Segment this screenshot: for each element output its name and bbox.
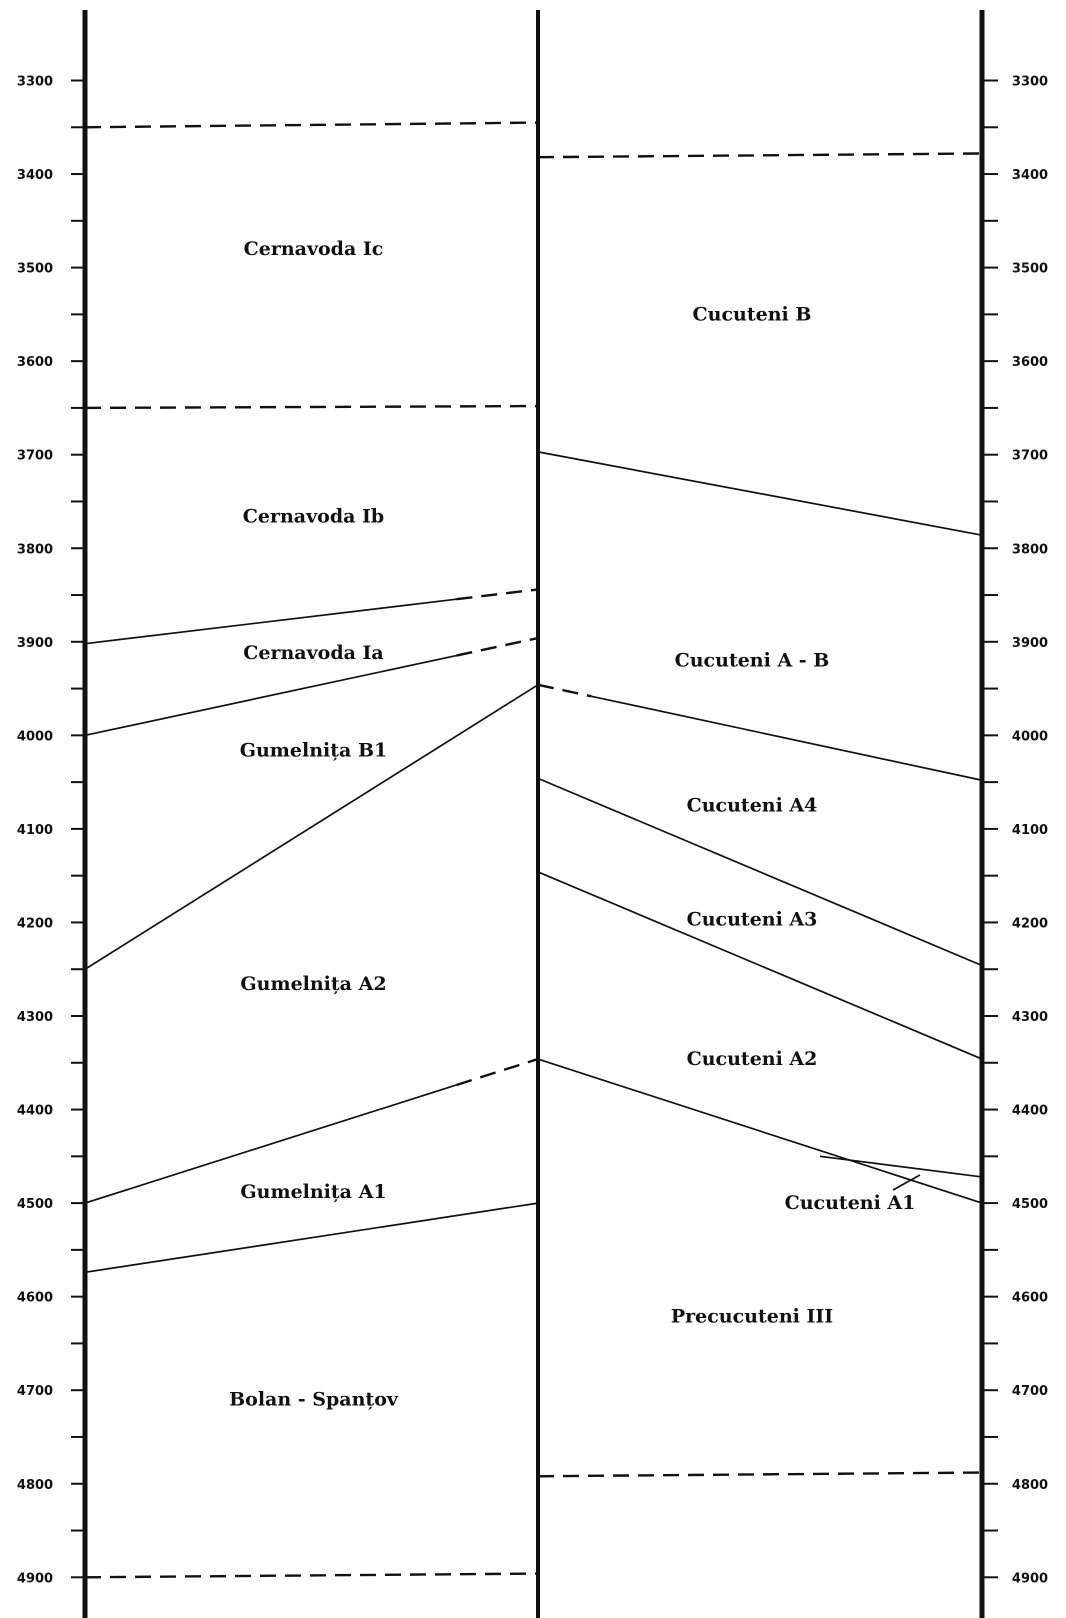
left-tick-label: 4500 [17,1197,53,1212]
right-tick-label: 4400 [1012,1104,1048,1119]
right-period-boundary [537,152,983,159]
left-period-boundary-dashed [456,636,539,657]
right-period-boundary [537,451,983,536]
right-scale: 3300 3400 3500 3600 3700 3800 3900 4000 4100 4200… [982,75,1048,1586]
right-period-label: Cucuteni B [693,303,812,325]
right-tick-label: 4500 [1012,1197,1048,1212]
left-period-label: Gumelnița A2 [240,973,386,995]
left-period-label: Cernavoda Ia [243,642,383,664]
right-period-label: Cucuteni A2 [687,1048,818,1070]
right-tick-label: 4600 [1012,1291,1048,1306]
right-tick-label: 4800 [1012,1478,1048,1493]
right-period-label: Precucuteni III [671,1305,833,1327]
left-period-label: Cernavoda Ic [244,238,384,260]
right-period-boundary [537,1058,983,1204]
right-period-boundary [537,777,983,967]
period-boundaries [84,121,983,1579]
right-tick-label: 4000 [1012,729,1048,744]
right-tick-label: 3700 [1012,449,1048,464]
left-tick-label: 4800 [17,1478,53,1493]
left-period-label: Bolan - Spanțov [229,1389,399,1411]
right-period-label: Cucuteni A4 [687,795,818,817]
right-tick-label: 3300 [1012,75,1048,90]
right-period-label: Cucuteni A - B [675,650,830,672]
left-tick-label: 3700 [17,449,53,464]
right-period-boundary [591,695,983,782]
right-tick-label: 3800 [1012,542,1048,557]
right-tick-label: 4700 [1012,1384,1048,1399]
period-labels: Cernavoda Ic Cernavoda Ib Cernavoda Ia Gume… [229,238,915,1411]
left-tick-label: 4700 [17,1384,53,1399]
left-tick-label: 4200 [17,916,53,931]
left-period-boundary [84,654,457,737]
left-period-label: Gumelnița A1 [240,1181,386,1203]
left-tick-label: 3800 [17,542,53,557]
left-period-boundary [84,404,539,410]
right-period-boundary-dashed [537,683,592,698]
right-tick-label: 4200 [1012,916,1048,931]
left-period-boundary-dashed [456,588,539,601]
left-period-boundary [84,1202,539,1274]
left-tick-label: 4600 [17,1291,53,1306]
cucuteni-a1-pointer [892,1174,921,1191]
right-tick-label: 3900 [1012,636,1048,651]
right-tick-label: 3500 [1012,262,1048,277]
axes [82,10,985,1618]
left-tick-label: 4000 [17,729,53,744]
left-period-boundary [84,684,539,970]
left-tick-label: 3900 [17,636,53,651]
left-tick-label: 4300 [17,1010,53,1025]
left-period-label: Gumelnița B1 [240,739,387,761]
right-tick-label: 3600 [1012,355,1048,370]
left-tick-label: 4100 [17,823,53,838]
right-period-label: Cucuteni A1 [785,1192,916,1214]
right-period-label: Cucuteni A3 [687,909,818,931]
right-period-boundary [537,1471,983,1478]
left-tick-label: 4900 [17,1571,53,1586]
left-tick-label: 3500 [17,262,53,277]
left-tick-label: 4400 [17,1104,53,1119]
right-tick-label: 3400 [1012,168,1048,183]
right-tick-label: 4300 [1012,1010,1048,1025]
left-period-boundary [84,598,457,645]
left-period-boundary [84,121,539,129]
left-tick-label: 3400 [17,168,53,183]
left-period-boundary [84,1084,457,1204]
left-period-boundary-dashed [456,1057,539,1087]
left-period-boundary [84,1572,539,1579]
left-period-label: Cernavoda Ib [243,505,384,527]
right-period-boundary [537,871,983,1060]
cucuteni-a1-upper-line [819,1155,983,1178]
left-tick-label: 3300 [17,75,53,90]
right-tick-label: 4100 [1012,823,1048,838]
right-tick-label: 4900 [1012,1571,1048,1586]
left-scale: 3300 3400 3500 3600 3700 3800 3900 4000 4100 4200… [17,75,85,1586]
left-tick-label: 3600 [17,355,53,370]
